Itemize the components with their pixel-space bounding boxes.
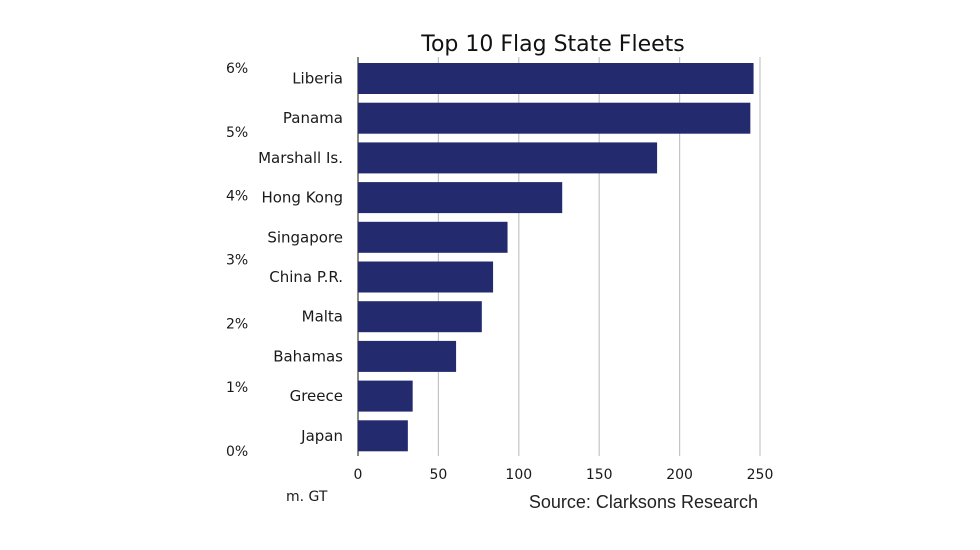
bar-singapore [358,221,508,253]
bars [358,63,754,452]
percent-label: 4% [226,189,248,205]
category-label: Panama [283,109,343,127]
bar-hong-kong [358,182,563,214]
category-label: Bahamas [273,347,343,365]
bar-bahamas [358,340,457,372]
chart-title: Top 10 Flag State Fleets [420,32,684,57]
x-tick-label: 0 [354,467,363,483]
category-label: China P.R. [269,268,343,286]
bar-china-p-r [358,261,494,293]
percent-label: 3% [226,253,248,269]
x-tick-label: 250 [747,467,774,483]
x-tick-label: 150 [586,467,613,483]
category-label: Greece [290,387,343,405]
bar-malta [358,301,482,333]
bar-panama [358,102,751,134]
bar-marshall-is [358,142,658,174]
x-tick-label: 200 [666,467,693,483]
category-label: Marshall Is. [258,149,343,167]
bar-greece [358,380,413,412]
x-tick-label: 50 [429,467,447,483]
category-label: Japan [300,427,343,445]
percent-label: 1% [226,380,248,396]
category-label: Hong Kong [261,189,343,207]
category-label: Malta [302,308,343,326]
x-tick-labels: 0 50 100 150 200 250 [354,467,774,483]
category-labels: Liberia Panama Marshall Is. Hong Kong Singap… [258,70,343,445]
bar-liberia [358,63,754,94]
category-label: Singapore [267,228,343,246]
percent-label: 0% [226,444,248,460]
left-percent-labels: 6% 5% 4% 3% 2% 1% 0% [226,61,248,460]
category-label: Liberia [292,70,343,88]
bar-japan [358,420,408,452]
x-axis-unit-label: m. GT [286,489,328,505]
percent-label: 5% [226,125,248,141]
percent-label: 6% [226,61,248,77]
source-label: Source: Clarksons Research [529,492,758,512]
x-tick-label: 100 [505,467,532,483]
percent-label: 2% [226,316,248,332]
